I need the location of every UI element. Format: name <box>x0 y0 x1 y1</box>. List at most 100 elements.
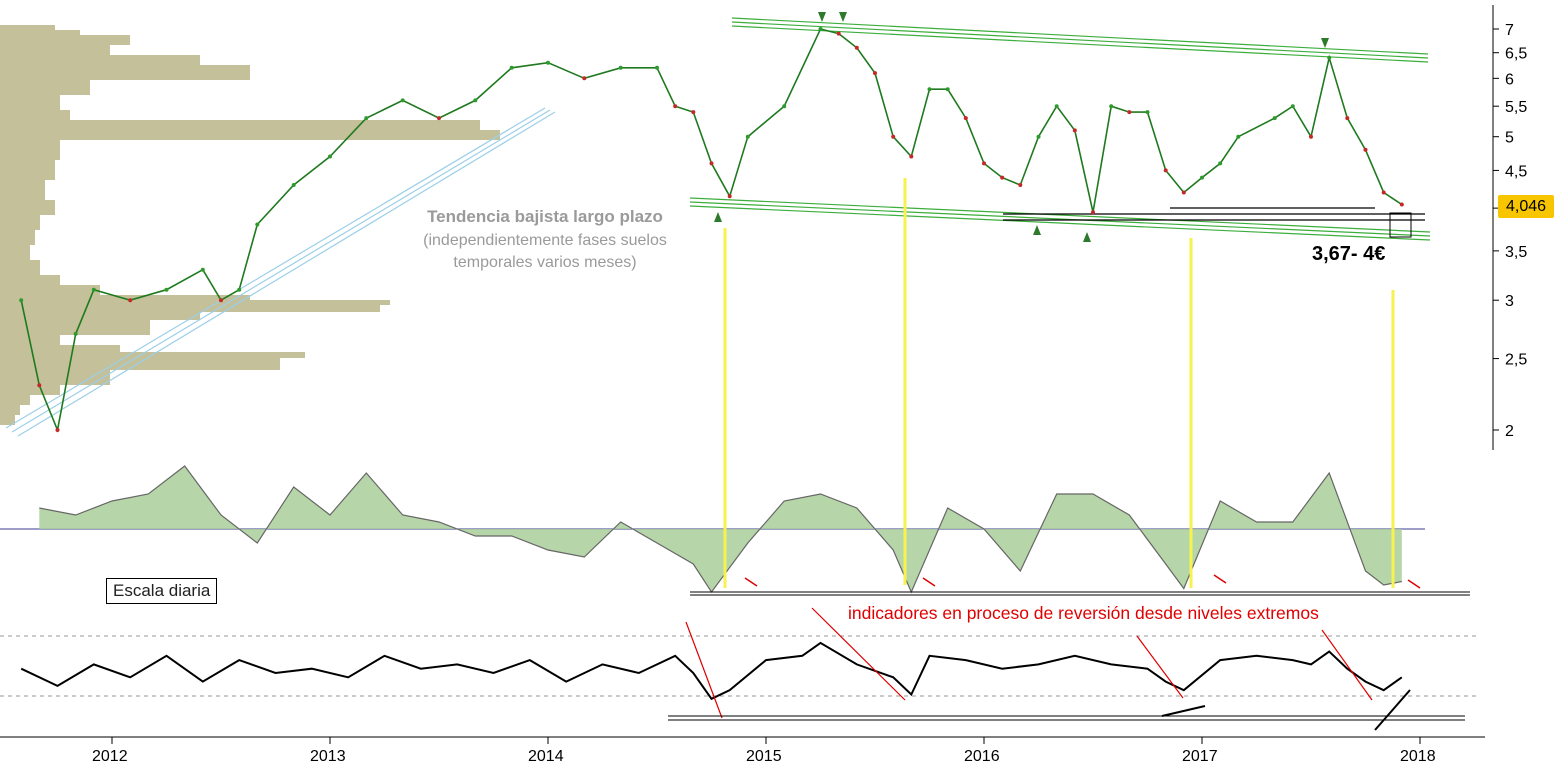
price-point <box>854 45 859 50</box>
trend-line <box>5 107 546 429</box>
time-tick-label: 2017 <box>1182 748 1218 765</box>
price-point <box>1163 168 1168 173</box>
price-point <box>1399 202 1404 207</box>
volume-profile-bar <box>0 80 90 95</box>
signal-arrow-icon <box>818 12 826 22</box>
volume-profile-bar <box>0 305 380 312</box>
indicator-trend-line <box>811 607 906 701</box>
price-tick-label: 2 <box>1505 423 1514 440</box>
price-point <box>128 298 133 303</box>
price-point <box>200 267 205 272</box>
volume-profile-bar <box>0 230 35 245</box>
volume-profile-bar <box>0 260 40 275</box>
price-point <box>1072 128 1077 133</box>
price-point <box>1000 175 1005 180</box>
price-point <box>1236 134 1241 139</box>
indicator-support-line <box>1374 689 1411 731</box>
price-point <box>1018 183 1023 187</box>
volume-profile-bar <box>0 385 60 395</box>
price-point <box>1200 175 1204 180</box>
price-point <box>655 65 659 70</box>
indicator-trend-line <box>1321 629 1373 701</box>
price-point <box>1127 110 1132 115</box>
price-point <box>1036 134 1041 139</box>
price-tick-label: 5,5 <box>1505 99 1527 116</box>
volume-profile-bar <box>0 110 70 120</box>
price-point <box>37 383 42 388</box>
price-point <box>1327 55 1332 60</box>
price-point <box>836 31 841 36</box>
time-tick-label: 2012 <box>92 748 128 765</box>
signal-arrow-icon <box>839 12 847 22</box>
price-point <box>1381 190 1386 195</box>
volume-profile-bar <box>0 45 110 55</box>
price-point <box>1272 116 1277 121</box>
time-axis: 2012 2013 2014 2015 2016 2017 2018 <box>0 736 1485 765</box>
time-tick-label: 2018 <box>1400 748 1436 765</box>
signal-arrow-icon <box>714 212 722 222</box>
price-point <box>982 161 986 166</box>
price-point <box>927 87 932 92</box>
price-point <box>582 76 587 81</box>
time-tick-label: 2013 <box>310 748 346 765</box>
price-tick-label: 7 <box>1505 22 1514 39</box>
price-point <box>328 154 332 159</box>
signal-arrow-icon <box>1321 38 1329 48</box>
price-point <box>509 65 514 70</box>
price-tick-label: 4,5 <box>1505 163 1527 180</box>
volume-profile-bar <box>0 300 390 305</box>
volume-profile-bar <box>0 285 100 295</box>
volume-profile-bar <box>0 320 150 335</box>
volume-profile-bar <box>0 395 30 405</box>
time-tick-label: 2014 <box>528 748 564 765</box>
reversal-arrow-icon <box>1213 574 1227 584</box>
volume-profile-bar <box>0 245 30 260</box>
price-point <box>1091 210 1095 215</box>
trend-line <box>731 25 1429 63</box>
price-point <box>19 298 24 303</box>
trend-line <box>689 197 1431 233</box>
volume-profile-bar <box>0 405 20 415</box>
price-series <box>19 27 1404 433</box>
price-point <box>1309 134 1313 139</box>
price-point <box>891 134 896 139</box>
price-point <box>1109 104 1114 109</box>
volume-profile-bar <box>0 275 60 285</box>
oscillator-line <box>39 465 1402 594</box>
volume-profile-bar <box>0 312 200 320</box>
price-tick-label: 6,5 <box>1505 46 1527 63</box>
price-point <box>727 194 732 199</box>
price-point <box>255 222 260 227</box>
volume-profile-bar <box>0 180 45 200</box>
price-tick-label: 2,5 <box>1505 352 1527 369</box>
price-point <box>219 298 223 303</box>
volume-profile-bar <box>0 55 200 65</box>
time-tick-label: 2016 <box>964 748 1000 765</box>
volume-profile-bar <box>0 95 60 110</box>
price-tick-label: 3 <box>1505 293 1514 310</box>
price-point <box>618 65 623 70</box>
last-price-badge: 4,046 <box>1498 195 1554 218</box>
volume-profile-bar <box>0 30 80 35</box>
price-tick-label: 3,5 <box>1505 244 1527 261</box>
indicator-line <box>20 641 1403 701</box>
volume-profile-bar <box>0 120 480 130</box>
signal-arrow-icon <box>1083 232 1091 242</box>
volume-profile-bar <box>0 140 60 160</box>
price-point <box>909 154 914 159</box>
price-point <box>364 116 369 121</box>
price-point <box>546 60 550 65</box>
price-point <box>745 134 750 139</box>
price-point <box>1290 104 1295 109</box>
price-point <box>91 287 96 292</box>
price-point <box>1145 110 1150 115</box>
annotation-title: Tendencia bajista largo plazo <box>427 207 663 226</box>
target-box <box>1389 212 1412 238</box>
indicator-support-line <box>1161 705 1206 717</box>
reversal-arrow-icon <box>1407 579 1421 589</box>
price-point <box>673 104 678 109</box>
volume-profile-bar <box>0 35 130 45</box>
annotation-subtitle-2: temporales varios meses) <box>453 254 637 271</box>
scale-label: Escala diaria <box>106 578 218 604</box>
